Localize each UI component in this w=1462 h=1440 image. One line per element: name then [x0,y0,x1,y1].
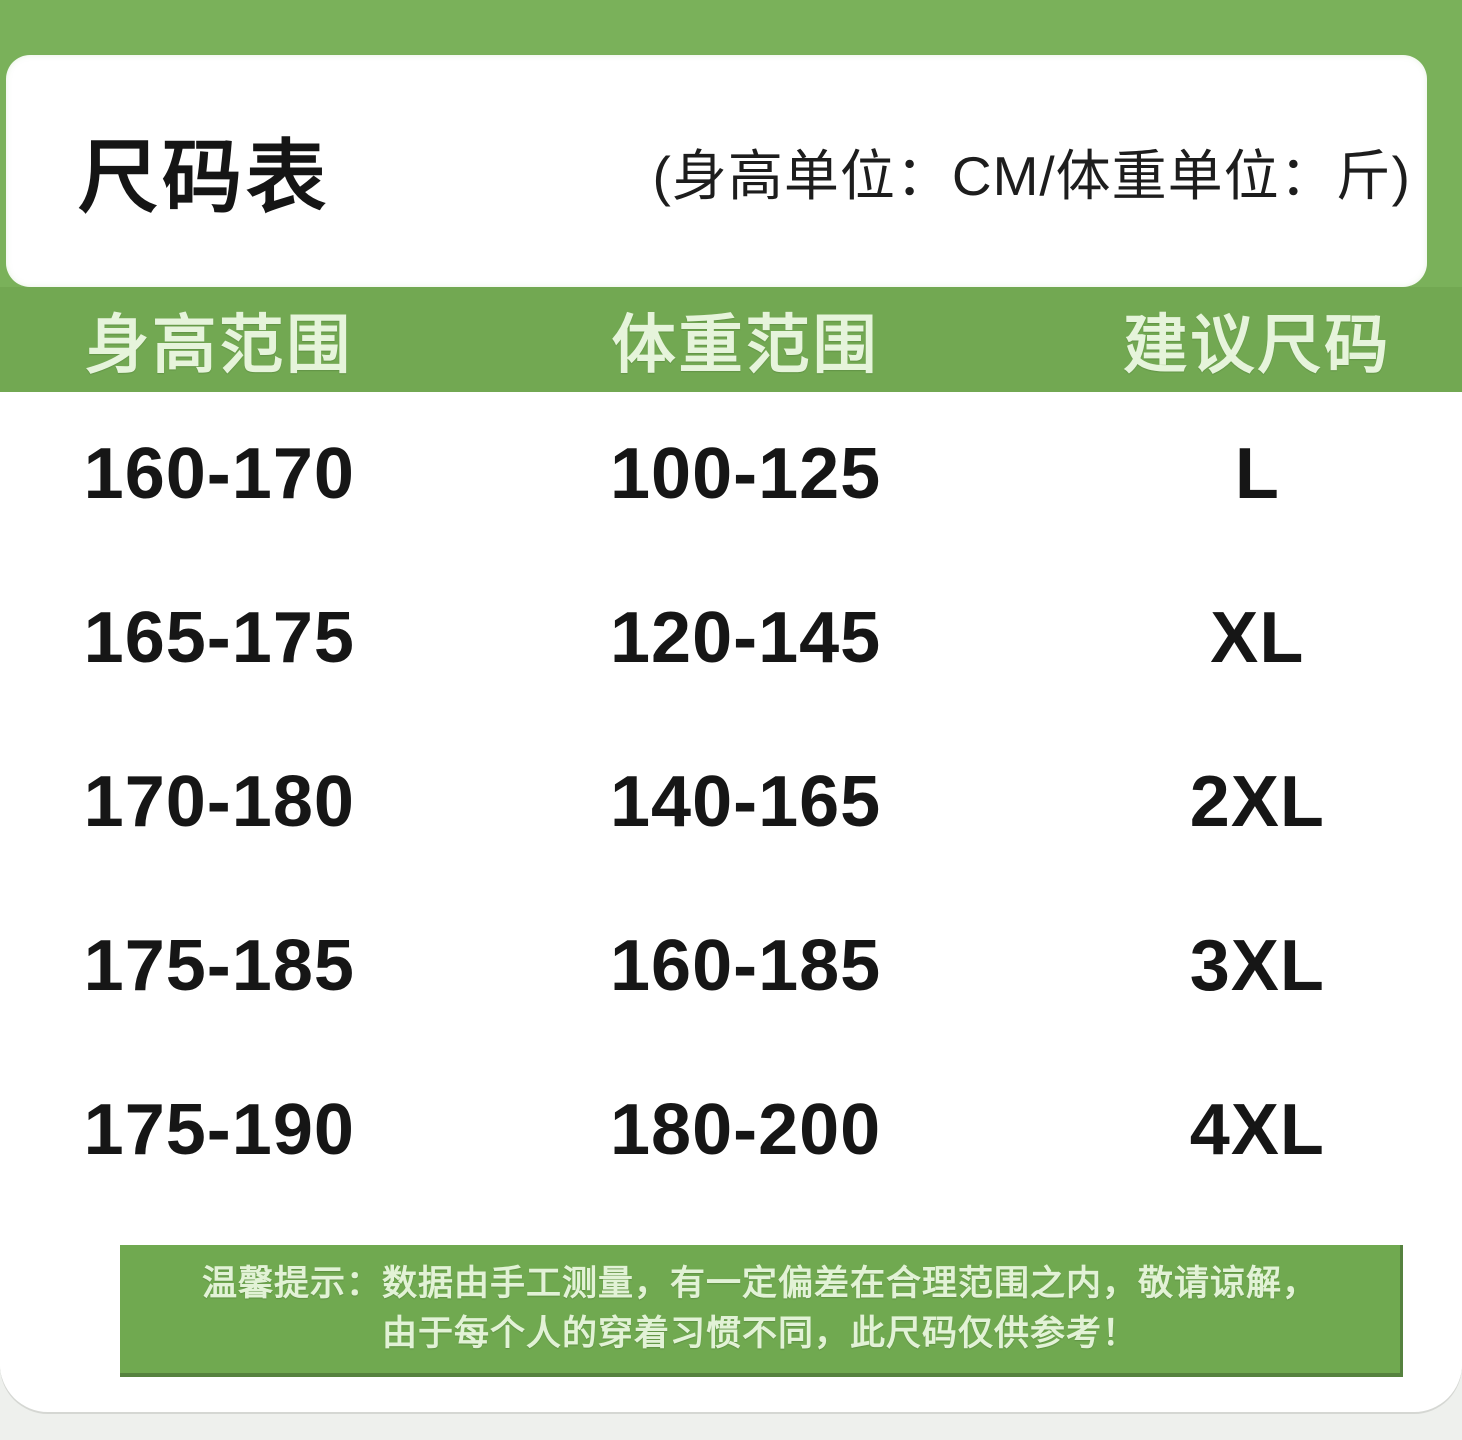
table-row: 170-180 140-165 2XL [0,720,1462,884]
weight-range-cell: 100-125 [609,434,882,514]
weight-range-cell: 140-165 [609,762,882,842]
size-table-body: 160-170 100-125 L 165-175 120-145 XL 170… [0,392,1462,1377]
header-recommended-size: 建议尺码 [1123,308,1392,381]
height-range-cell: 165-175 [83,598,355,678]
notice-line-1: 温馨提示：数据由手工测量，有一定偏差在合理范围之内，敬请谅解， [201,1264,1318,1303]
height-range-cell: 175-190 [83,1090,355,1170]
header-height-range: 身高范围 [85,308,354,381]
table-row: 165-175 120-145 XL [0,556,1462,720]
height-range-cell: 170-180 [83,762,355,842]
size-cell: 2XL [1189,762,1325,842]
notice-line-2: 由于每个人的穿着习惯不同，此尺码仅供参考！ [381,1314,1138,1353]
weight-range-cell: 160-185 [609,926,882,1006]
height-range-cell: 175-185 [83,926,355,1006]
size-cell: 4XL [1189,1090,1325,1170]
title-card: 尺码表 (身高单位：CM/体重单位：斤) [6,55,1427,287]
header-weight-range: 体重范围 [611,308,880,381]
height-range-cell: 160-170 [83,434,355,514]
weight-range-cell: 180-200 [609,1090,882,1170]
page-title: 尺码表 [78,133,330,222]
size-cell: XL [1210,598,1305,678]
unit-note: (身高单位：CM/体重单位：斤) [652,145,1411,207]
weight-range-cell: 120-145 [609,598,882,678]
size-cell: L [1234,434,1280,514]
table-header-row: 身高范围 体重范围 建议尺码 [0,287,1462,392]
table-row: 160-170 100-125 L [0,392,1462,556]
top-green-section: 尺码表 (身高单位：CM/体重单位：斤) [0,0,1462,287]
table-row: 175-185 160-185 3XL [0,884,1462,1048]
table-row: 175-190 180-200 4XL [0,1048,1462,1212]
notice-box: 温馨提示：数据由手工测量，有一定偏差在合理范围之内，敬请谅解， 由于每个人的穿着… [120,1245,1403,1377]
size-cell: 3XL [1189,926,1325,1006]
